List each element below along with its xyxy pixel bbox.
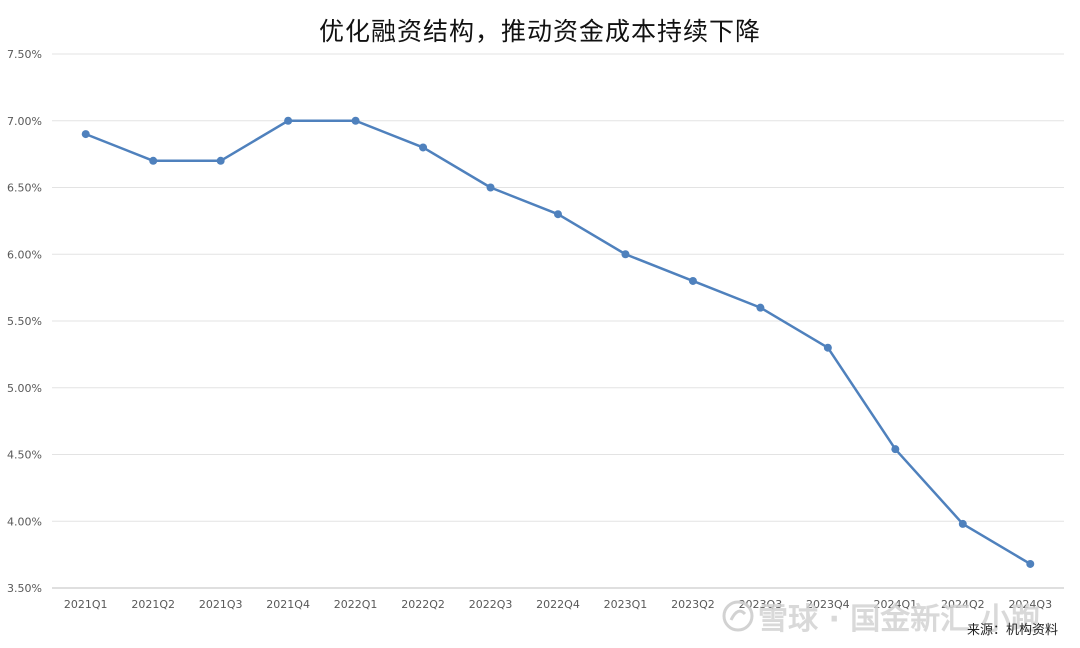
data-point: [216, 156, 225, 165]
x-tick-label: 2022Q3: [469, 598, 513, 611]
y-tick-label: 4.00%: [7, 515, 42, 528]
x-tick-label: 2024Q1: [874, 598, 918, 611]
data-point: [891, 445, 900, 454]
data-point: [284, 116, 293, 125]
source-note: 来源：机构资料: [966, 623, 1058, 638]
chart-title: 优化融资结构，推动资金成本持续下降: [318, 17, 761, 46]
data-point: [351, 116, 360, 125]
x-tick-label: 2023Q1: [604, 598, 648, 611]
data-point: [621, 250, 630, 259]
x-axis-tick-labels: 2021Q1 2021Q2 2021Q3 2021Q4 2022Q1 2022Q2 2022…: [64, 598, 1052, 611]
data-point: [823, 343, 832, 352]
x-tick-label: 2021Q3: [199, 598, 243, 611]
data-point: [756, 303, 765, 312]
data-point: [486, 183, 495, 192]
x-tick-label: 2024Q2: [941, 598, 985, 611]
x-tick-label: 2021Q2: [131, 598, 175, 611]
y-tick-label: 7.50%: [7, 48, 42, 61]
y-tick-label: 5.00%: [7, 382, 42, 395]
y-tick-label: 7.00%: [7, 115, 42, 128]
data-point: [419, 143, 428, 152]
x-tick-label: 2023Q4: [806, 598, 850, 611]
gridlines: [52, 53, 1064, 589]
y-tick-label: 5.50%: [7, 315, 42, 328]
x-tick-label: 2022Q4: [536, 598, 580, 611]
x-tick-label: 2023Q3: [739, 598, 783, 611]
data-point: [1026, 559, 1035, 568]
data-point: [958, 519, 967, 528]
data-point: [149, 156, 158, 165]
x-tick-label: 2022Q2: [401, 598, 445, 611]
x-tick-label: 2021Q1: [64, 598, 108, 611]
data-points: [81, 116, 1035, 568]
x-tick-label: 2022Q1: [334, 598, 378, 611]
y-tick-label: 6.00%: [7, 248, 42, 261]
data-point: [688, 276, 697, 285]
x-tick-label: 2024Q3: [1008, 598, 1052, 611]
x-tick-label: 2021Q4: [266, 598, 310, 611]
data-point: [81, 130, 90, 139]
y-axis-tick-labels: 3.50% 4.00% 4.50% 5.00% 5.50% 6.00% 6.50% 7.00%…: [7, 48, 42, 595]
x-tick-label: 2023Q2: [671, 598, 715, 611]
y-tick-label: 6.50%: [7, 182, 42, 195]
y-tick-label: 4.50%: [7, 449, 42, 462]
y-tick-label: 3.50%: [7, 582, 42, 595]
data-point: [554, 210, 562, 219]
